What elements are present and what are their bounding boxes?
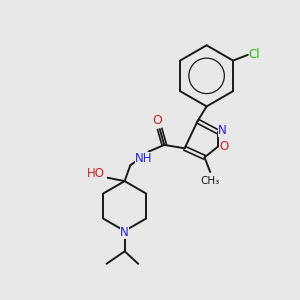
Text: CH₃: CH₃ — [201, 176, 220, 186]
Text: O: O — [219, 140, 228, 153]
Text: NH: NH — [135, 152, 153, 165]
Text: N: N — [120, 226, 129, 238]
Text: HO: HO — [87, 167, 105, 180]
Text: O: O — [152, 113, 162, 127]
Text: Cl: Cl — [249, 48, 260, 62]
Text: N: N — [218, 124, 227, 137]
